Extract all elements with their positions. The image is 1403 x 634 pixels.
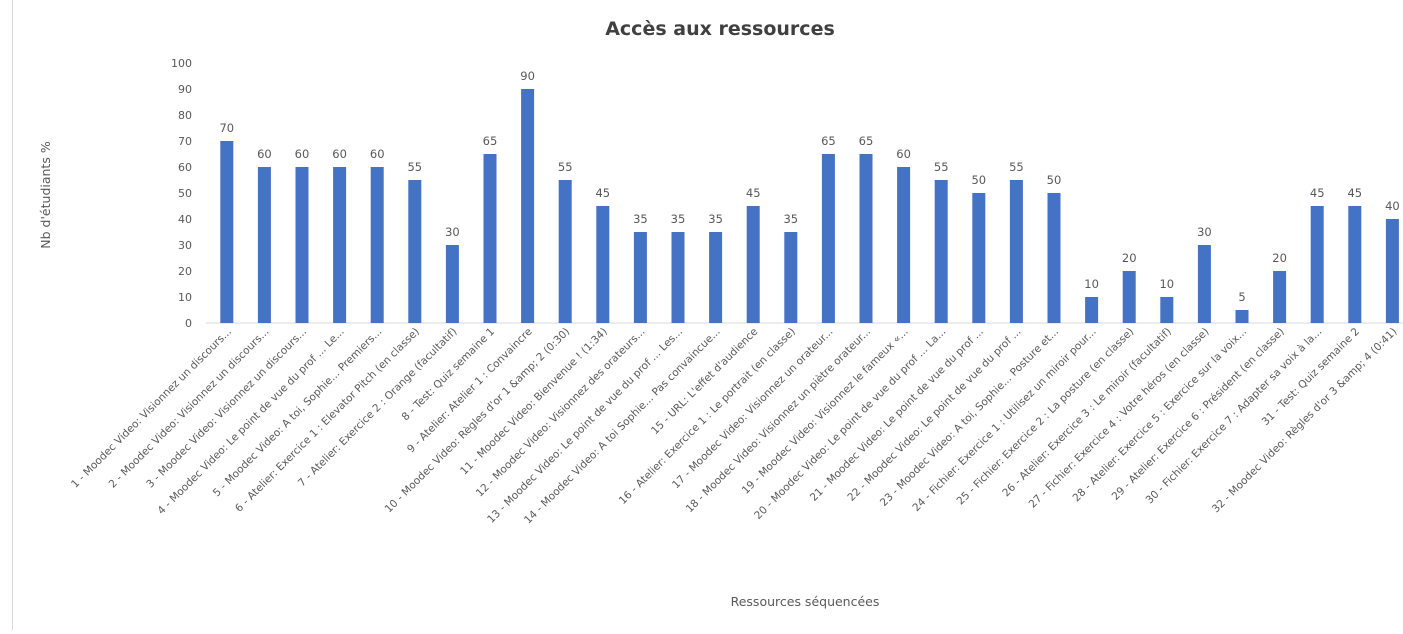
bar <box>408 180 422 323</box>
bar <box>1047 193 1061 323</box>
category-label: 29 - Atelier: Exercice 6 : Président (en… <box>1110 326 1287 503</box>
y-axis-ticks: 0 10 20 30 40 50 60 70 80 90 100 <box>171 57 192 330</box>
data-label: 55 <box>407 160 422 174</box>
bar <box>859 154 873 323</box>
data-label: 35 <box>708 212 723 226</box>
bar <box>1310 206 1324 323</box>
category-label: 32 - Moodec Video: Règles d'or 3 &amp; 4… <box>1210 326 1400 516</box>
bar <box>746 206 760 323</box>
x-axis-title: Ressources séquencées <box>731 594 880 609</box>
y-tick-label: 90 <box>178 83 192 96</box>
bar <box>596 206 610 323</box>
bar <box>1273 271 1287 323</box>
data-label: 30 <box>445 225 460 239</box>
category-label: 25 - Fichier: Exercice 2 : La posture (e… <box>955 326 1137 508</box>
bar <box>1385 219 1399 323</box>
data-label: 10 <box>1159 277 1174 291</box>
bar <box>333 167 347 323</box>
bar <box>295 167 309 323</box>
data-label: 45 <box>746 186 761 200</box>
bar <box>709 232 723 323</box>
bar <box>1348 206 1362 323</box>
data-label: 5 <box>1238 290 1245 304</box>
data-label: 60 <box>896 147 911 161</box>
data-label: 45 <box>1310 186 1325 200</box>
bar <box>671 232 685 323</box>
data-label: 60 <box>370 147 385 161</box>
bar <box>1197 245 1211 323</box>
y-tick-label: 70 <box>178 135 192 148</box>
bar <box>521 89 535 323</box>
bar <box>1009 180 1023 323</box>
bar <box>1122 271 1136 323</box>
bar <box>633 232 647 323</box>
category-label: 6 - Atelier: Exercice 1 : Elevator Pitch… <box>233 326 422 515</box>
data-label: 35 <box>671 212 686 226</box>
bar <box>934 180 948 323</box>
data-label: 50 <box>971 173 986 187</box>
data-label: 65 <box>859 134 874 148</box>
bar <box>897 167 911 323</box>
y-tick-label: 100 <box>171 57 192 70</box>
category-label: 28 - Atelier: Exercice 5 : Exercice sur … <box>1071 326 1250 505</box>
data-label: 45 <box>595 186 610 200</box>
bar <box>445 245 459 323</box>
y-tick-label: 50 <box>178 187 192 200</box>
y-axis-title: Nb d'étudiants % <box>38 141 53 249</box>
bar <box>483 154 497 323</box>
bar <box>972 193 986 323</box>
data-label: 55 <box>558 160 573 174</box>
y-tick-label: 0 <box>185 317 192 330</box>
category-label: 22 - Moodec Video: Le point de vue du pr… <box>845 326 1023 504</box>
data-label: 90 <box>520 69 535 83</box>
y-tick-label: 60 <box>178 161 192 174</box>
bar <box>1160 297 1174 323</box>
bar <box>821 154 835 323</box>
y-tick-label: 20 <box>178 265 192 278</box>
bar <box>220 141 234 323</box>
bar <box>257 167 271 323</box>
y-tick-label: 10 <box>178 291 192 304</box>
y-tick-label: 80 <box>178 109 192 122</box>
data-label: 65 <box>483 134 498 148</box>
data-label: 40 <box>1385 199 1400 213</box>
category-label: 21 - Moodec Video: Le point de vue du pr… <box>808 326 986 504</box>
data-label: 55 <box>1009 160 1024 174</box>
bar <box>558 180 572 323</box>
bar <box>1235 310 1249 323</box>
bars-group <box>220 89 1399 323</box>
data-label: 50 <box>1047 173 1062 187</box>
left-frame-border <box>12 0 13 630</box>
data-label: 60 <box>332 147 347 161</box>
data-label: 10 <box>1084 277 1099 291</box>
data-label: 55 <box>934 160 949 174</box>
data-label: 20 <box>1272 251 1287 265</box>
category-labels-group: 1 - Moodec Video: Visionnez un discours.… <box>69 326 1400 527</box>
y-tick-label: 40 <box>178 213 192 226</box>
category-label: 16 - Atelier: Exercice 1 : Le portrait (… <box>617 326 798 507</box>
chart-title: Accès aux ressources <box>605 18 835 40</box>
bar <box>1085 297 1099 323</box>
data-label: 70 <box>219 121 234 135</box>
y-tick-label: 30 <box>178 239 192 252</box>
data-label: 35 <box>783 212 798 226</box>
data-label: 60 <box>257 147 272 161</box>
data-label: 65 <box>821 134 836 148</box>
bar <box>784 232 798 323</box>
data-label: 30 <box>1197 225 1212 239</box>
data-label: 45 <box>1347 186 1362 200</box>
data-label: 35 <box>633 212 648 226</box>
data-label: 20 <box>1122 251 1137 265</box>
category-label: 23 - Moodec Video: A toi, Sophie... Post… <box>878 326 1061 509</box>
category-label: 30 - Fichier: Exercice 7 : Adapter sa vo… <box>1144 326 1325 507</box>
bar <box>370 167 384 323</box>
category-label: 27 - Fichier: Exercice 4 : Votre héros (… <box>1027 326 1212 511</box>
data-label: 60 <box>295 147 310 161</box>
